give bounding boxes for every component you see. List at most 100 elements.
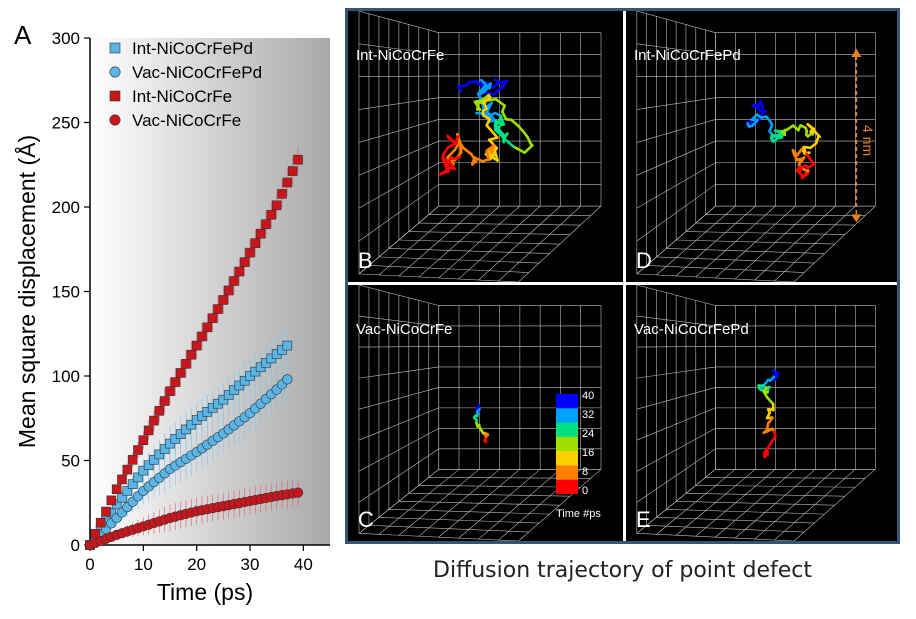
trajectory-segment [469,152,478,163]
grid-line [636,285,716,306]
trajectory-plot [358,285,602,541]
panel-b: Int-NiCoCrFe B [348,11,623,282]
grid-line [636,184,716,242]
series-Vac-NiCoCrFePd [84,359,293,551]
trajectory-segment [514,146,526,154]
data-point [218,295,229,305]
grid-box [358,11,602,282]
scale-arrow-head [851,214,862,223]
x-tick-label: 10 [134,555,153,574]
grid-line [705,477,866,479]
data-point [271,200,282,211]
trajectory-segment [453,140,462,152]
colorbar-tick-label: 0 [582,485,589,497]
data-point [261,219,271,230]
trajectory-segment [446,142,458,149]
grid-box [636,11,876,282]
grid-line [734,205,816,280]
data-point [133,472,143,483]
grid-line [685,493,845,497]
trajectory-segment [509,118,520,128]
data-point [149,455,159,465]
trajectory-segment [438,169,450,176]
data-point [106,495,117,506]
data-point [197,331,207,342]
grid-line [458,469,541,539]
grid-line [358,533,519,541]
x-tick-label: 30 [241,555,260,574]
grid-line [695,485,855,488]
data-point [239,257,250,267]
data-point [293,154,303,165]
legend: Int-NiCoCrFePd Vac-NiCoCrFePd Int-NiCoCrFe… [109,39,262,130]
colorbar-band [556,465,578,481]
colorbar-gradient [556,394,578,494]
trajectory-segment [523,144,534,154]
panel-title: Vac-NiCoCrFePd [634,321,749,338]
grid-line [793,205,876,282]
trajectory-segment [494,117,502,128]
panel-letter: C [358,507,374,532]
data-point [159,396,170,406]
grid-line [358,119,439,143]
colorbar-band [556,451,578,466]
panel-a-letter: A [14,20,32,50]
grid-line [695,222,855,226]
legend-label: Int-NiCoCrFe [132,87,232,106]
grid-line [774,469,856,541]
grid-line [498,205,581,282]
grid-line [398,239,560,245]
trajectory [438,78,534,176]
data-point [250,238,261,248]
colorbar-band [556,436,578,452]
grid-line [458,205,541,280]
x-tick-label: 20 [187,555,206,574]
data-point [234,266,245,277]
y-tick-label: 300 [52,29,80,48]
grid-line [478,469,561,540]
grid-line [636,205,716,275]
panel-letter: D [636,248,652,273]
trajectory-plot [358,11,602,282]
grid-line [408,231,571,235]
trajectory-segment [476,83,488,96]
colorbar: 40 32 24 16 8 0 Time #ps [556,390,623,520]
data-point [213,304,223,314]
scale-label: 4 nm [860,124,877,156]
series-Int-NiCoCrFePd [85,328,293,550]
grid-line [705,214,866,216]
trajectory-segment [784,124,795,132]
trajectory-segment [462,146,473,156]
scale-arrow [851,48,862,223]
data-point [282,340,293,351]
colorbar-tick-label: 8 [582,466,589,478]
series-Vac-NiCoCrFe [84,479,304,551]
trajectory-segment [494,97,506,107]
data-point [202,322,213,333]
trajectory-segment [482,96,492,104]
trajectory-segment [517,124,526,134]
data-point [255,228,266,239]
data-point [282,374,293,385]
data-point [149,415,159,426]
trajectory-segment [473,156,484,163]
panel-letter: B [358,248,373,273]
data-point [138,435,149,446]
data-point [191,340,202,351]
grid-line [636,119,716,143]
grid-line [676,501,835,506]
grid-line [418,222,581,226]
grid-line [428,214,591,216]
grid-line [358,407,439,441]
grid-line [636,407,716,441]
trajectory-segment [486,97,498,102]
data-point [186,349,197,360]
y-tick-label: 150 [52,283,80,302]
data-point [143,425,154,436]
trajectory-segment [483,82,492,93]
grid-line [358,162,439,209]
msd-chart: 0 50 100 150 200 250 300 0 10 20 30 40 Time (ps) Mean… [13,20,330,605]
data-point [101,506,111,517]
trajectory-segment [448,161,456,171]
